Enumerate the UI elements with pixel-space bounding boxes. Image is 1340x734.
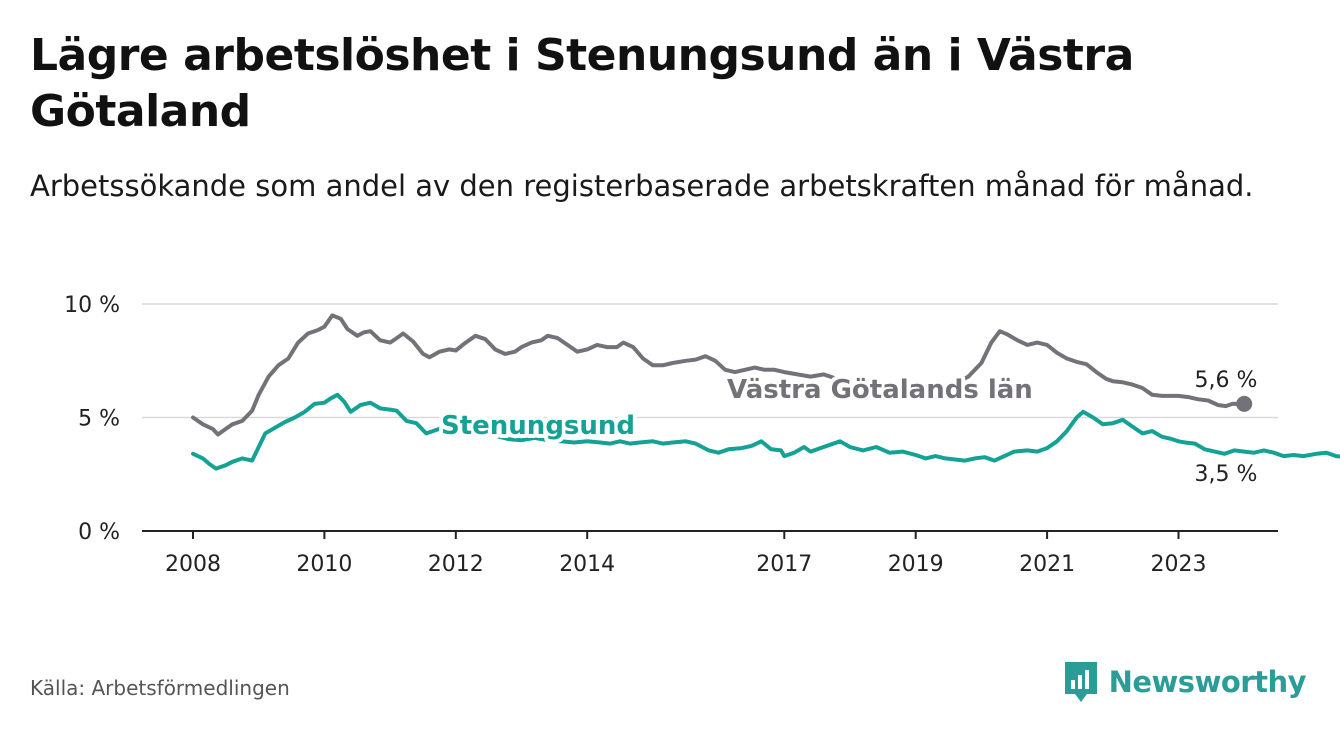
series-line-stenungsund <box>191 392 1340 471</box>
x-tick-label: 2023 <box>1151 552 1207 577</box>
y-axis-tick-labels: 0 % 5 % 10 % <box>64 293 120 545</box>
series-line-vastra-gotaland <box>191 313 1247 437</box>
x-tick-label: 2019 <box>888 552 944 577</box>
chart-title: Lägre arbetslöshet i Stenungsund än i Vä… <box>30 30 1134 137</box>
end-value-label-vastra-gotaland: 5,6 % <box>1195 368 1258 393</box>
y-tick-label: 10 % <box>64 293 120 318</box>
end-value-label-stenungsund: 3,5 % <box>1195 462 1258 487</box>
x-tick-label: 2010 <box>296 552 352 577</box>
y-tick-label: 5 % <box>78 407 120 432</box>
newsworthy-logo-icon <box>1064 662 1097 702</box>
x-tick-label: 2017 <box>756 552 812 577</box>
x-tick-label: 2012 <box>428 552 484 577</box>
y-tick-label: 0 % <box>78 520 120 545</box>
x-tick-label: 2014 <box>559 552 615 577</box>
series-lines <box>191 313 1340 471</box>
grid-lines <box>142 303 1278 419</box>
series-end-point-vastra-gotaland <box>1236 395 1253 412</box>
x-tick-label: 2008 <box>165 552 221 577</box>
brand-logo: Newsworthy <box>1063 660 1307 704</box>
series-labels: Västra Götalands län Stenungsund 5,6 % 3,5 … <box>437 368 1258 487</box>
x-tick-label: 2021 <box>1019 552 1075 577</box>
line-chart: 0 %5 %10 % 2008 2010 2012 2014 2017 2019 2021 2… <box>64 293 1340 577</box>
x-axis-ticks: 2008 2010 2012 2014 2017 2019 2021 2023 <box>165 531 1207 577</box>
series-label-vastra-gotaland: Västra Götalands län <box>727 375 1033 405</box>
chart-subtitle: Arbetssökande som andel av den registerb… <box>30 169 1254 203</box>
brand-name: Newsworthy <box>1108 665 1307 699</box>
source-note: Källa: Arbetsförmedlingen <box>30 676 290 700</box>
series-label-stenungsund: Stenungsund <box>441 411 635 441</box>
